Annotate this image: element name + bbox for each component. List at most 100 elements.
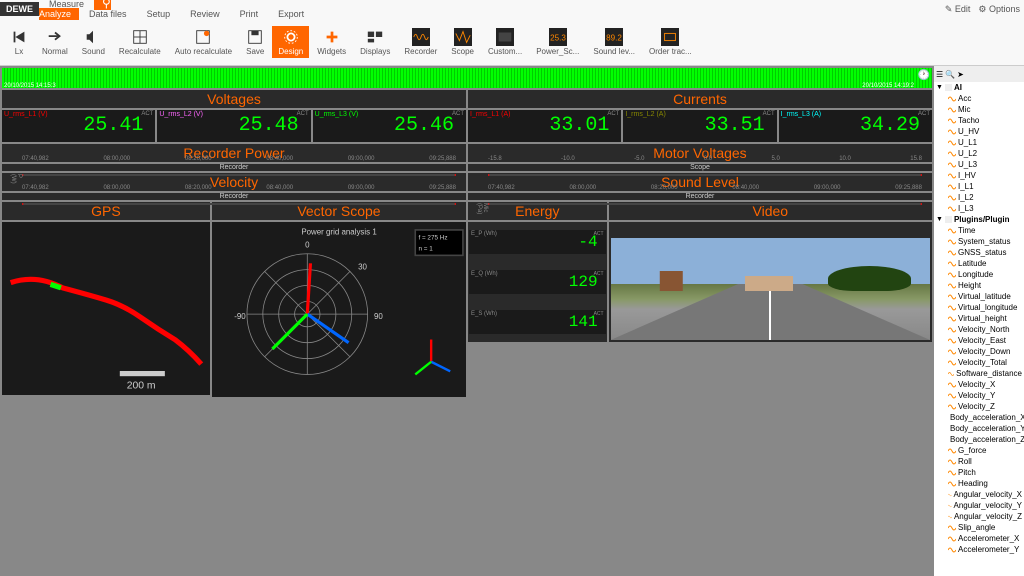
tree-item-accelerometer_x[interactable]: Accelerometer_X — [934, 533, 1024, 544]
tree-item-i_hv[interactable]: I_HV — [934, 170, 1024, 181]
channel-tree[interactable]: ☰ 🔍 ➤ ▼ AI Acc Mic Tacho U_HV U_L1 U_L2 … — [934, 66, 1024, 576]
tree-item-pitch[interactable]: Pitch — [934, 467, 1024, 478]
tool-displays[interactable]: Displays — [354, 26, 396, 58]
clock-icon[interactable]: 🕐 — [918, 70, 930, 81]
menu-tab-review[interactable]: Review — [180, 7, 230, 21]
energy-e-q--wh-[interactable]: E_Q (Wh)ACT129 — [469, 270, 606, 294]
overview-start: 20/10/2015 14:15:3 — [4, 83, 56, 89]
tree-item-gnss_status[interactable]: GNSS_status — [934, 247, 1024, 258]
tool-sound-lev[interactable]: 89.2Sound lev... — [587, 26, 641, 58]
options-action[interactable]: ⚙ Options — [978, 4, 1020, 15]
energy-e-s--wh-[interactable]: E_S (Wh)ACT141 — [469, 310, 606, 334]
tree-item-i_l2[interactable]: I_L2 — [934, 192, 1024, 203]
tree-item-velocity_north[interactable]: Velocity_North — [934, 324, 1024, 335]
menu-tab-export[interactable]: Export — [268, 7, 314, 21]
tree-item-i_l1[interactable]: I_L1 — [934, 181, 1024, 192]
tree-item-accelerometer_y[interactable]: Accelerometer_Y — [934, 544, 1024, 555]
currents-title: Currents — [468, 90, 932, 108]
tree-item-velocity_east[interactable]: Velocity_East — [934, 335, 1024, 346]
tree-item-body_acceleration_x[interactable]: Body_acceleration_X — [934, 412, 1024, 423]
tree-item-acc[interactable]: Acc — [934, 93, 1024, 104]
tree-item-angular_velocity_y[interactable]: Angular_velocity_Y — [934, 500, 1024, 511]
tool-recalc[interactable]: Recalculate — [113, 26, 167, 58]
tree-item-slip_angle[interactable]: Slip_angle — [934, 522, 1024, 533]
gps-panel[interactable]: 200 m — [2, 222, 210, 395]
tool-order-trac[interactable]: Order trac... — [643, 26, 698, 58]
tree-item-time[interactable]: Time — [934, 225, 1024, 236]
video-frame — [611, 238, 930, 340]
vector-scope-panel[interactable]: Power grid analysis 1 f = 275 Hz n = 1 — [212, 222, 466, 397]
tree-item-mic[interactable]: Mic — [934, 104, 1024, 115]
sidebar-toolbar: ☰ 🔍 ➤ — [934, 66, 1024, 82]
tree-item-system_status[interactable]: System_status — [934, 236, 1024, 247]
sound-level-chart[interactable]: Recorder Mic (Pa) 07:40,98208:00,00008:2… — [468, 193, 932, 200]
tool-auto-recalc[interactable]: Auto recalculate — [169, 26, 238, 58]
tree-item-body_acceleration_y[interactable]: Body_acceleration_Y — [934, 423, 1024, 434]
tree-item-u_hv[interactable]: U_HV — [934, 126, 1024, 137]
motor-voltages-chart[interactable]: Scope -15.8-10.0-5.00.05.010.015.8 — [468, 164, 932, 171]
tree-item-velocity_down[interactable]: Velocity_Down — [934, 346, 1024, 357]
tool-power-sc[interactable]: 25.3Power_Sc... — [530, 26, 585, 58]
scale-label: 200 m — [127, 380, 156, 391]
tree-item-latitude[interactable]: Latitude — [934, 258, 1024, 269]
energy-e-p--wh-[interactable]: E_P (Wh)ACT-4 — [469, 230, 606, 254]
tree-item-tacho[interactable]: Tacho — [934, 115, 1024, 126]
digital-i-rms-l1--a-[interactable]: I_rms_L1 (A)ACT33.01 — [468, 110, 621, 142]
digital-u-rms-l3--v-[interactable]: U_rms_L3 (V)ACT25.46 — [313, 110, 466, 142]
recorder-power-chart[interactable]: Recorder P (W) 07:40,98208:00,00008:20,0… — [2, 164, 466, 171]
svg-text:f = 275 Hz: f = 275 Hz — [418, 234, 447, 241]
menu-tab-data-files[interactable]: Data files — [79, 7, 137, 21]
tool-design[interactable]: Design — [272, 26, 309, 58]
overview-end: 20/10/2015 14:19:2 — [862, 83, 914, 89]
list-icon[interactable]: ☰ — [936, 70, 943, 79]
tree-item-angular_velocity_z[interactable]: Angular_velocity_Z — [934, 511, 1024, 522]
tree-item-velocity_x[interactable]: Velocity_X — [934, 379, 1024, 390]
dashboard: 20/10/2015 14:15:3 20/10/2015 14:19:2 🕐 … — [0, 66, 934, 576]
tool-save[interactable]: Save — [240, 26, 270, 58]
tree-item-u_l3[interactable]: U_L3 — [934, 159, 1024, 170]
tree-item-u_l2[interactable]: U_L2 — [934, 148, 1024, 159]
tree-item-longitude[interactable]: Longitude — [934, 269, 1024, 280]
voltages-title: Voltages — [2, 90, 466, 108]
tool-custom[interactable]: Custom... — [482, 26, 528, 58]
pointer-icon[interactable]: ➤ — [957, 70, 964, 79]
tree-item-body_acceleration_z[interactable]: Body_acceleration_Z — [934, 434, 1024, 445]
tree-item-g_force[interactable]: G_force — [934, 445, 1024, 456]
tree-group-ai[interactable]: ▼ AI — [934, 82, 1024, 93]
svg-text:90: 90 — [374, 312, 383, 321]
tree-item-angular_velocity_x[interactable]: Angular_velocity_X — [934, 489, 1024, 500]
tree-item-heading[interactable]: Heading — [934, 478, 1024, 489]
tree-item-velocity_z[interactable]: Velocity_Z — [934, 401, 1024, 412]
svg-text:89.2: 89.2 — [606, 33, 622, 42]
toolbar: LxNormalSoundRecalculateAuto recalculate… — [0, 18, 1024, 66]
digital-u-rms-l1--v-[interactable]: U_rms_L1 (V)ACT25.41 — [2, 110, 155, 142]
tool-widgets[interactable]: Widgets — [311, 26, 352, 58]
menu-tab-print[interactable]: Print — [230, 7, 269, 21]
digital-u-rms-l2--v-[interactable]: U_rms_L2 (V)ACT25.48 — [157, 110, 310, 142]
tool-sound[interactable]: Sound — [76, 26, 111, 58]
tree-item-velocity_y[interactable]: Velocity_Y — [934, 390, 1024, 401]
tool-recorder[interactable]: Recorder — [398, 26, 443, 58]
tool-normal[interactable]: Normal — [36, 26, 74, 58]
digital-i-rms-l2--a-[interactable]: I_rms_L2 (A)ACT33.51 — [623, 110, 776, 142]
tree-item-virtual_longitude[interactable]: Virtual_longitude — [934, 302, 1024, 313]
velocity-chart[interactable]: Recorder 07:40,98208:00,00008:20,00008:4… — [2, 193, 466, 200]
tree-item-software_distance[interactable]: Software_distance — [934, 368, 1024, 379]
menu-tab-setup[interactable]: Setup — [137, 7, 181, 21]
digital-i-rms-l3--a-[interactable]: I_rms_L3 (A)ACT34.29 — [779, 110, 932, 142]
search-icon[interactable]: 🔍 — [945, 70, 955, 79]
overview-waveform[interactable]: 20/10/2015 14:15:3 20/10/2015 14:19:2 🕐 — [2, 68, 932, 88]
tree-item-virtual_latitude[interactable]: Virtual_latitude — [934, 291, 1024, 302]
tree-item-virtual_height[interactable]: Virtual_height — [934, 313, 1024, 324]
tree-item-u_l1[interactable]: U_L1 — [934, 137, 1024, 148]
menu-bar: DEWE Measure⚲AnalyzeData filesSetupRevie… — [0, 0, 1024, 18]
tree-group-plugins-plugin[interactable]: ▼ Plugins/Plugin — [934, 214, 1024, 225]
tool-back[interactable]: Lx — [4, 26, 34, 58]
tree-item-i_l3[interactable]: I_L3 — [934, 203, 1024, 214]
tool-scope[interactable]: Scope — [445, 26, 480, 58]
edit-action[interactable]: ✎ Edit — [945, 4, 971, 15]
tree-item-velocity_total[interactable]: Velocity_Total — [934, 357, 1024, 368]
video-panel[interactable] — [609, 222, 932, 342]
tree-item-roll[interactable]: Roll — [934, 456, 1024, 467]
tree-item-height[interactable]: Height — [934, 280, 1024, 291]
